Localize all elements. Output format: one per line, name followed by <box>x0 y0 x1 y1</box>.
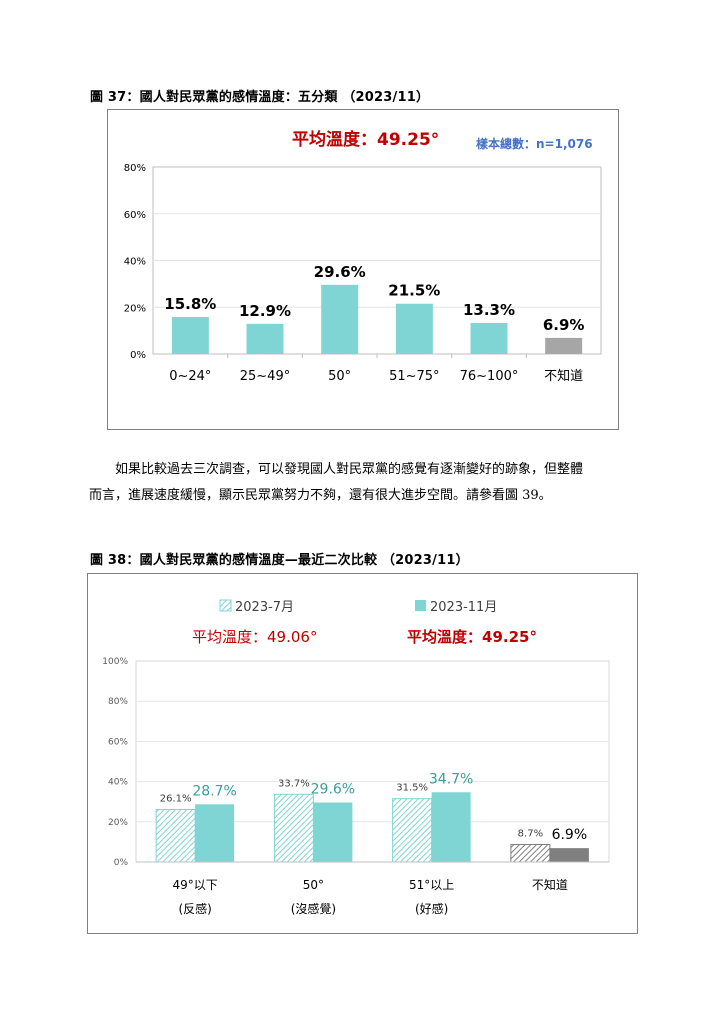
bar-value-label-series-2: 6.9% <box>552 827 588 843</box>
sample-size-label: 樣本總數：n=1,076 <box>476 136 593 151</box>
y-tick-label: 60% <box>124 210 146 221</box>
bar <box>171 317 209 354</box>
paragraph-line-2: 而言，進展速度緩慢，顯示民眾黨努力不夠，還有很大進步空間。請參看圖 39。 <box>89 488 552 503</box>
bar <box>395 303 433 354</box>
bar <box>246 323 284 354</box>
bar-series-1 <box>155 809 196 863</box>
x-category-label: 50° <box>328 369 351 384</box>
bar-series-1 <box>392 798 433 863</box>
bar-value-label-series-1: 31.5% <box>396 783 428 794</box>
bar-value-label-series-1: 8.7% <box>518 829 543 840</box>
bar-value-label: 15.8% <box>164 295 216 313</box>
paragraph-line-1: 如果比較過去三次調查，可以發現國人對民眾黨的感覺有逐漸變好的跡象，但整體 <box>115 462 584 477</box>
average-temperature-2023-11: 平均溫度：49.25° <box>407 628 537 646</box>
figure-38-chart: 2023-7月 2023-11月 平均溫度：49.06° 平均溫度：49.25°… <box>102 599 610 916</box>
average-temperature-2023-7: 平均溫度：49.06° <box>192 628 317 646</box>
bar-series-2 <box>195 804 235 862</box>
bar-value-label-series-2: 29.6% <box>311 782 355 798</box>
x-category-label: 不知道 <box>544 368 583 384</box>
figure-38-frame: 2023-7月 2023-11月 平均溫度：49.06° 平均溫度：49.25°… <box>87 573 638 934</box>
figure-37-caption: 圖 37：國人對民眾黨的感情溫度：五分類 （2023/11） <box>90 90 430 105</box>
y-tick-label: 20% <box>108 818 128 828</box>
bar <box>545 337 583 354</box>
body-paragraph: 如果比較過去三次調查，可以發現國人對民眾黨的感覺有逐漸變好的跡象，但整體 而言，… <box>89 457 639 509</box>
bar-series-2 <box>313 802 353 862</box>
x-category-label: 76~100° <box>460 369 519 384</box>
y-tick-label: 40% <box>108 778 128 788</box>
bar-value-label-series-2: 34.7% <box>429 771 473 787</box>
bar-value-label: 6.9% <box>543 316 585 334</box>
y-tick-label: 40% <box>124 257 146 268</box>
bar-value-label: 13.3% <box>463 301 515 319</box>
legend-label-2023-11: 2023-11月 <box>430 600 497 615</box>
bar-value-label: 21.5% <box>388 282 440 300</box>
x-category-label: 不知道 <box>532 878 568 892</box>
x-category-label: 25~49° <box>240 369 290 384</box>
y-tick-label: 20% <box>124 303 146 314</box>
x-category-sublabel: (反感) <box>178 901 211 916</box>
x-category-label: 50° <box>303 878 324 892</box>
bar-value-label-series-1: 26.1% <box>160 794 192 805</box>
bar-series-2 <box>431 792 471 862</box>
y-tick-label: 80% <box>108 697 128 707</box>
x-category-label: 49°以下 <box>172 878 217 892</box>
bar-value-label: 12.9% <box>239 302 291 320</box>
y-tick-label: 100% <box>102 657 128 667</box>
x-category-label: 51~75° <box>389 369 439 384</box>
bar-series-2 <box>549 848 589 862</box>
average-temperature-label: 平均溫度：49.25° <box>292 129 439 150</box>
legend-swatch-2023-7 <box>219 599 232 612</box>
legend-label-2023-7: 2023-7月 <box>235 600 294 615</box>
figure-37-frame: 平均溫度：49.25° 樣本總數：n=1,076 0% 20% 40% 60% 80% 1… <box>107 109 619 430</box>
x-category-sublabel: (沒感覺) <box>291 901 336 916</box>
y-tick-label: 60% <box>108 737 128 747</box>
x-category-label: 51°以上 <box>409 878 454 892</box>
bar-series-1 <box>510 844 551 863</box>
bar-value-label: 29.6% <box>314 263 366 281</box>
figure-37-chart: 平均溫度：49.25° 樣本總數：n=1,076 0% 20% 40% 60% 80% 1… <box>124 129 602 384</box>
bar <box>470 322 508 354</box>
bar-series-1 <box>273 793 314 863</box>
y-tick-label: 80% <box>124 163 146 174</box>
y-tick-label: 0% <box>114 858 129 868</box>
legend-swatch-2023-11 <box>415 600 426 611</box>
figure-38-caption: 圖 38：國人對民眾黨的感情溫度—最近二次比較 （2023/11） <box>90 553 469 568</box>
x-category-sublabel: (好感) <box>415 901 448 916</box>
bar-value-label-series-2: 28.7% <box>192 783 236 799</box>
y-tick-label: 0% <box>130 350 146 361</box>
x-category-label: 0~24° <box>169 369 211 384</box>
bar <box>321 284 359 354</box>
bar-value-label-series-1: 33.7% <box>278 778 310 789</box>
